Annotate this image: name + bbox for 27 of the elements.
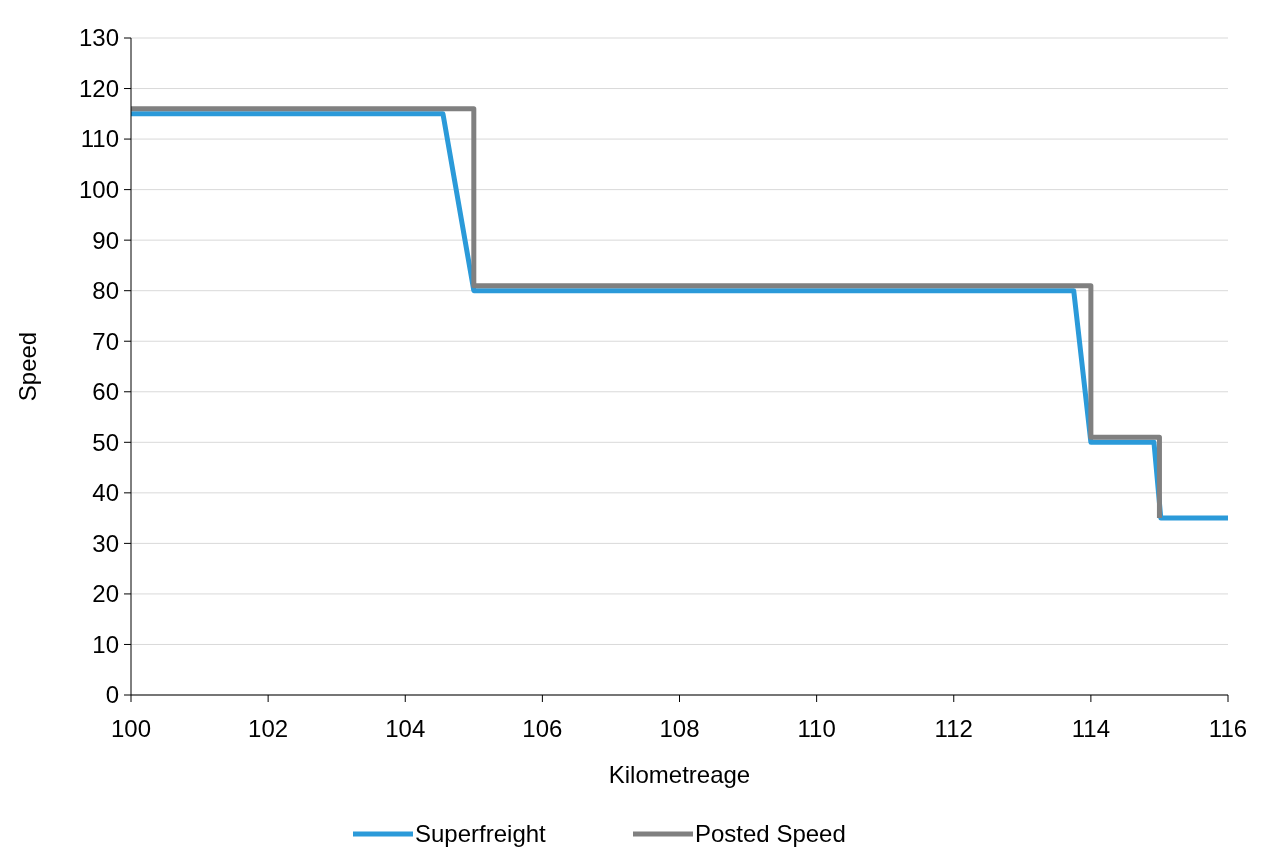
y-tick-label: 90 xyxy=(92,226,119,254)
x-tick-label: 102 xyxy=(248,715,289,742)
y-tick-label: 80 xyxy=(92,277,119,305)
y-tick-label: 10 xyxy=(92,630,119,658)
x-tick-label: 112 xyxy=(934,715,973,742)
x-tick-label: 110 xyxy=(797,715,836,742)
y-tick-label: 130 xyxy=(78,24,119,52)
y-tick-label: 110 xyxy=(80,125,119,153)
x-tick-label: 114 xyxy=(1071,715,1111,742)
y-tick-label: 40 xyxy=(92,479,119,507)
x-tick-label: 100 xyxy=(110,715,152,742)
legend-label: Posted Speed xyxy=(695,820,846,848)
y-tick-label: 0 xyxy=(105,681,119,709)
y-tick-label: 100 xyxy=(78,176,119,204)
y-tick-label: 70 xyxy=(92,327,119,355)
x-axis-title: Kilometreage xyxy=(608,761,751,788)
y-tick-label: 30 xyxy=(92,529,119,557)
y-tick-label: 120 xyxy=(78,74,119,102)
x-tick-label: 106 xyxy=(522,715,563,742)
legend-label: Superfreight xyxy=(415,820,547,848)
x-tick-label: 104 xyxy=(385,715,426,742)
y-tick-label: 50 xyxy=(92,428,119,456)
x-tick-label: 108 xyxy=(659,715,700,742)
x-tick-label: 116 xyxy=(1208,715,1248,742)
y-axis-title: Speed xyxy=(14,331,41,402)
y-tick-label: 60 xyxy=(92,378,119,406)
y-tick-label: 20 xyxy=(92,580,119,608)
